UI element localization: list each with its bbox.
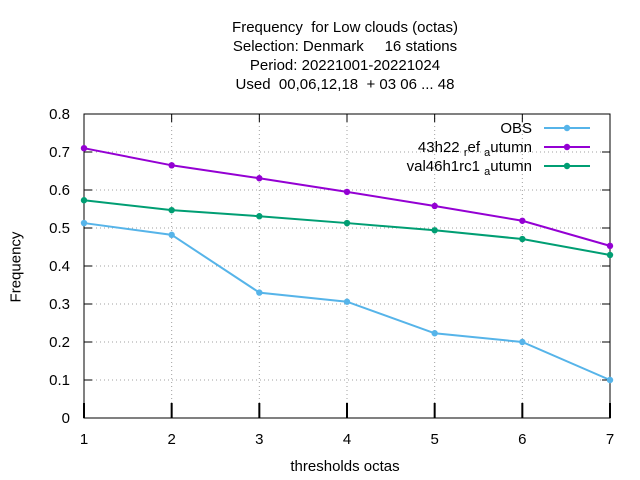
data-point-0: [80, 219, 88, 227]
legend-label-0: OBS: [500, 120, 532, 137]
data-point-1: [80, 145, 88, 152]
data-point-1: [431, 202, 438, 210]
data-point-0: [431, 330, 438, 337]
y-tick-label: 0: [62, 410, 70, 427]
legend-label-2: val46h1rc1 autumn: [407, 158, 532, 178]
x-tick-label: 7: [606, 431, 614, 448]
data-point-2: [606, 251, 614, 259]
y-tick-label: 0.2: [49, 334, 70, 351]
x-tick-label: 2: [167, 431, 175, 448]
data-point-1: [168, 162, 175, 169]
legend-marker-2: [563, 162, 571, 170]
x-tick-label: 5: [430, 431, 438, 448]
data-point-2: [168, 206, 175, 214]
title-line-3: Period: 20221001-20221024: [249, 57, 441, 74]
x-tick-label: 6: [518, 431, 526, 448]
title-line-1: Frequency for Low clouds (octas): [232, 19, 458, 36]
data-point-2: [519, 235, 526, 243]
legend-marker-0: [563, 124, 571, 132]
title-line-4: Used 00,06,12,18 + 03 06 ... 48: [235, 76, 455, 93]
data-point-2: [256, 213, 263, 220]
y-tick-label: 0.6: [49, 182, 70, 199]
data-point-1: [256, 175, 263, 182]
data-point-1: [606, 242, 614, 250]
x-tick-label: 4: [343, 431, 351, 448]
legend-marker-1: [563, 143, 571, 151]
y-tick-label: 0.4: [49, 258, 70, 275]
data-point-0: [343, 298, 351, 305]
data-point-1: [519, 217, 526, 224]
y-tick-label: 0.7: [49, 144, 70, 161]
data-point-2: [343, 219, 351, 227]
y-tick-label: 0.5: [49, 220, 70, 237]
x-axis-label: thresholds octas: [290, 458, 400, 475]
data-point-2: [431, 227, 438, 234]
data-point-0: [606, 376, 614, 384]
data-point-0: [168, 231, 175, 239]
data-point-2: [80, 197, 88, 204]
title-line-2: Selection: Denmark 16 stations: [232, 38, 458, 55]
data-point-0: [256, 289, 263, 296]
y-tick-label: 0.3: [49, 296, 70, 313]
data-point-0: [519, 338, 526, 346]
y-tick-label: 0.1: [49, 372, 70, 389]
y-tick-label: 0.8: [49, 106, 70, 123]
x-tick-label: 3: [255, 431, 263, 448]
legend-label-1: 43h22 ref autumn: [418, 139, 532, 159]
data-point-1: [343, 188, 351, 196]
x-tick-label: 1: [80, 431, 88, 448]
